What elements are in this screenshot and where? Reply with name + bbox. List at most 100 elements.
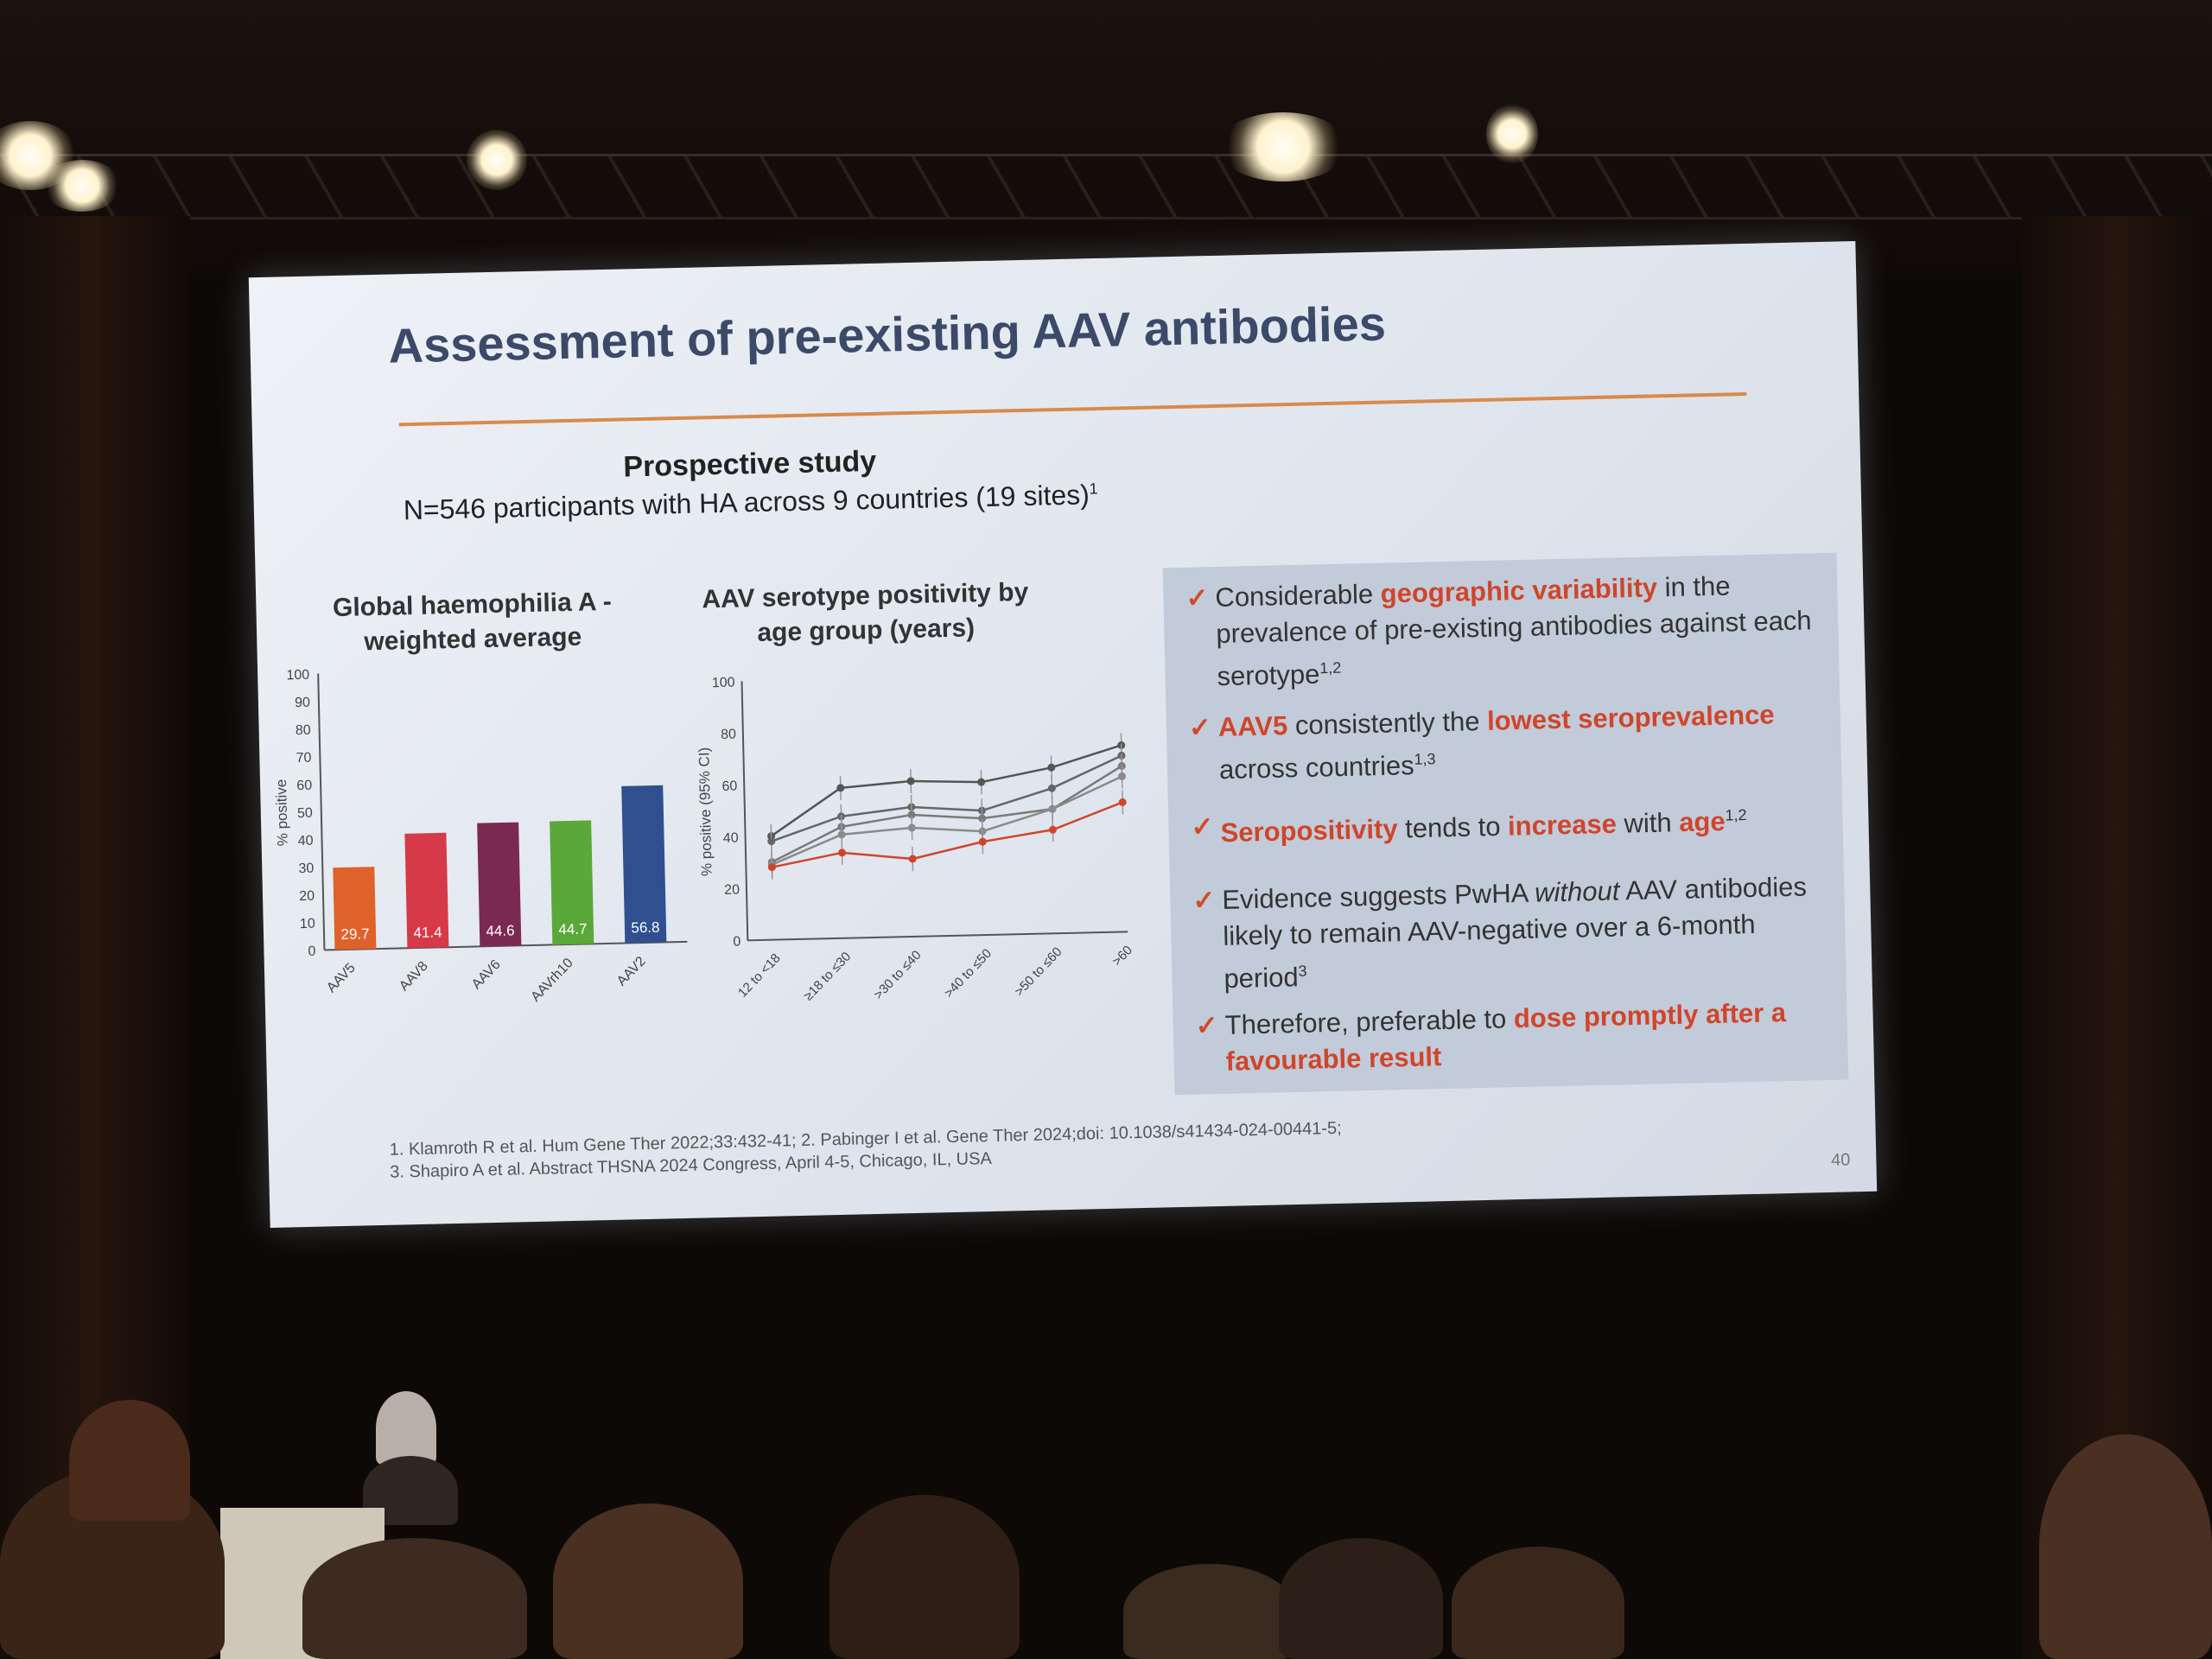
line-point bbox=[837, 830, 846, 839]
stage-light bbox=[467, 130, 527, 190]
bar-category-label: AAVrh10 bbox=[528, 956, 575, 1005]
finding-citation: 1,3 bbox=[1414, 750, 1436, 768]
line-point bbox=[908, 855, 917, 863]
line-y-tick-label: 60 bbox=[721, 779, 737, 794]
audience-member bbox=[69, 1400, 190, 1521]
key-findings-box: ✓ Considerable geographic variability in … bbox=[1162, 552, 1849, 1096]
audience-member bbox=[553, 1503, 743, 1659]
line-point bbox=[767, 863, 776, 872]
finding-bullet: ✓ Therefore, preferable to dose promptly … bbox=[1195, 994, 1831, 1080]
line-category-label: ≥18 to ≤30 bbox=[801, 950, 854, 1004]
finding-text: tends to bbox=[1397, 810, 1509, 844]
bar-chart: 0 10 20 30 40 50 60 70 80 90 100 % positive 29.7 AAV5… bbox=[273, 668, 688, 1005]
check-icon: ✓ bbox=[1185, 582, 1209, 613]
bar-category-label: AAV5 bbox=[324, 961, 359, 996]
line-point bbox=[1118, 772, 1127, 780]
line-y-axis-label: % positive (95% CI) bbox=[696, 747, 715, 877]
study-info: Prospective study N=546 participants wit… bbox=[253, 436, 1249, 530]
line-category-label: 12 to <18 bbox=[735, 950, 784, 1000]
bar-data-label: 44.6 bbox=[486, 922, 515, 939]
line-point bbox=[1048, 804, 1057, 813]
projection-screen: Assessment of pre-existing AAV antibodie… bbox=[248, 241, 1878, 1228]
bar-y-axis-label: % positive bbox=[273, 779, 291, 847]
finding-text: Evidence suggests PwHA bbox=[1221, 877, 1535, 915]
line-y-tick-label: 20 bbox=[724, 883, 740, 898]
page-number: 40 bbox=[1830, 1150, 1851, 1170]
line-y-tick-label: 80 bbox=[721, 728, 736, 742]
line-category-label: >30 to ≤40 bbox=[871, 948, 924, 1002]
ceiling bbox=[0, 0, 2212, 276]
line-series bbox=[770, 744, 1122, 837]
study-sup: 1 bbox=[1089, 480, 1098, 498]
lighting-truss bbox=[0, 154, 2212, 219]
bar-chart-title: Global haemophilia A - weighted average bbox=[332, 587, 613, 657]
bar-y-axis bbox=[317, 673, 326, 950]
bar bbox=[477, 822, 522, 947]
bar-y-tick-label: 80 bbox=[296, 723, 311, 738]
line-series bbox=[771, 775, 1123, 866]
check-icon: ✓ bbox=[1188, 712, 1212, 743]
check-icon: ✓ bbox=[1195, 1010, 1219, 1041]
line-point bbox=[907, 823, 916, 832]
finding-text: across countries bbox=[1218, 750, 1415, 785]
line-series bbox=[772, 801, 1123, 868]
line-x-axis bbox=[747, 931, 1128, 942]
check-icon: ✓ bbox=[1192, 885, 1216, 916]
bar-data-label: 29.7 bbox=[340, 925, 370, 943]
line-point bbox=[978, 837, 987, 846]
finding-bullet: ✓ AAV5 consistently the lowest seropreval… bbox=[1188, 696, 1824, 788]
audience-member bbox=[1279, 1538, 1443, 1659]
line-point bbox=[978, 814, 987, 823]
finding-text: without bbox=[1534, 875, 1620, 908]
line-point bbox=[1048, 825, 1057, 834]
bar-data-label: 56.8 bbox=[631, 919, 660, 937]
line-category-label: >50 to ≤60 bbox=[1012, 944, 1065, 999]
bar-y-tick-label: 60 bbox=[296, 779, 312, 793]
audience-member bbox=[1452, 1547, 1624, 1659]
bar bbox=[621, 785, 667, 944]
finding-text: age bbox=[1678, 805, 1726, 838]
finding-citation: 1,2 bbox=[1319, 658, 1342, 677]
audience-member bbox=[1123, 1564, 1296, 1659]
bar bbox=[404, 832, 449, 949]
check-icon: ✓ bbox=[1191, 811, 1214, 842]
bar-y-tick-label: 90 bbox=[295, 696, 310, 710]
line-point bbox=[1047, 784, 1056, 792]
finding-bullet: ✓ Considerable geographic variability in … bbox=[1185, 566, 1822, 695]
audience-member bbox=[830, 1495, 1020, 1659]
line-point bbox=[906, 777, 915, 785]
audience-member bbox=[2039, 1434, 2212, 1659]
line-chart: 0 20 40 60 80 100 % positive (95% CI) 12 to <18… bbox=[696, 676, 1135, 1004]
finding-text: increase bbox=[1507, 808, 1618, 842]
bar-y-tick-label: 0 bbox=[308, 944, 315, 959]
finding-text: Therefore, preferable to bbox=[1224, 1003, 1515, 1040]
line-y-tick-label: 0 bbox=[733, 935, 741, 950]
line-y-tick-label: 100 bbox=[712, 676, 735, 691]
presenter bbox=[376, 1391, 436, 1465]
bar-y-tick-label: 70 bbox=[296, 751, 311, 766]
finding-text: lowest seroprevalence bbox=[1486, 699, 1775, 736]
title-divider bbox=[398, 391, 1747, 427]
finding-text: Considerable bbox=[1215, 578, 1382, 613]
bar-data-label: 44.7 bbox=[558, 921, 588, 938]
line-series bbox=[771, 765, 1122, 863]
line-y-axis bbox=[741, 681, 749, 941]
finding-text: geographic variability bbox=[1380, 572, 1658, 609]
line-series bbox=[771, 754, 1122, 842]
line-point bbox=[1047, 763, 1056, 772]
stage-light bbox=[1486, 104, 1538, 164]
finding-text: with bbox=[1616, 807, 1680, 839]
line-category-label: >40 to ≤50 bbox=[942, 946, 995, 1001]
bar-category-label: AAV8 bbox=[397, 959, 431, 995]
line-point bbox=[767, 837, 776, 846]
line-point bbox=[838, 849, 847, 857]
audience-member bbox=[302, 1538, 527, 1659]
bar bbox=[550, 820, 594, 945]
finding-bullet: ✓ Seropositivity tends to increase with a… bbox=[1191, 795, 1826, 851]
bar-y-tick-label: 100 bbox=[286, 668, 309, 683]
line-point bbox=[836, 784, 845, 792]
line-y-tick-label: 40 bbox=[723, 831, 739, 846]
bar bbox=[333, 867, 377, 950]
finding-text: consistently the bbox=[1287, 705, 1488, 741]
bar-y-tick-label: 20 bbox=[299, 889, 315, 904]
